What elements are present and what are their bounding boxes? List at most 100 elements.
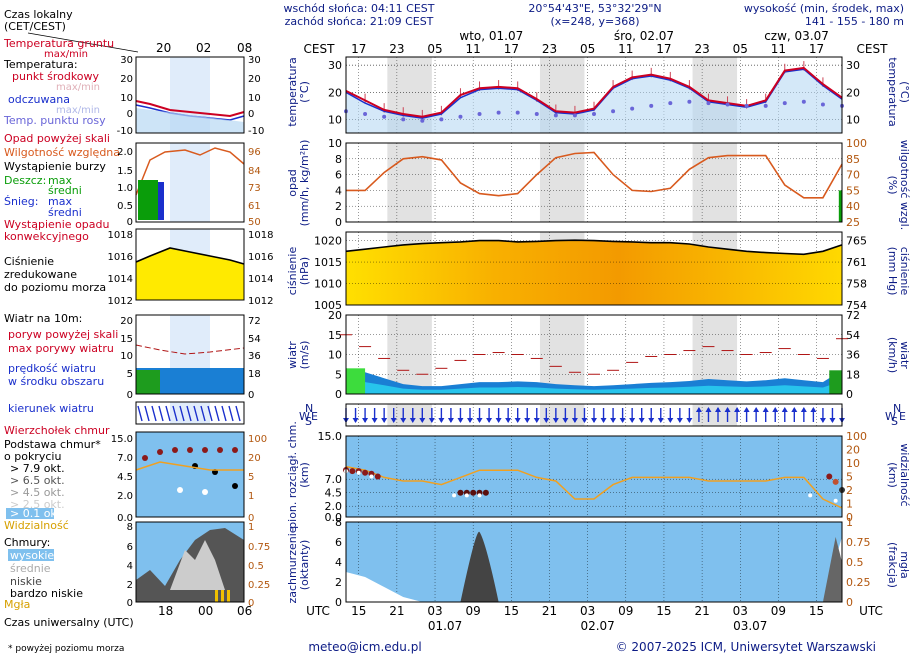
legend-ytick: 8 — [127, 522, 133, 533]
wind-dir-arrowhead — [400, 418, 407, 423]
footer-email[interactable]: meteo@icm.edu.pl — [308, 640, 421, 654]
legend-ytick: 2.0 — [117, 147, 133, 158]
legend-rain-mean: średni — [48, 184, 82, 197]
legend-precip-occurrence-sub: konwekcyjnego — [4, 230, 89, 243]
precip-axis-title: opad — [286, 169, 299, 196]
dew-point-dot — [592, 112, 596, 116]
legend-ytick-right: 61 — [248, 201, 261, 212]
legend-cloud-base-dot — [232, 483, 238, 489]
visibility-axis-title-right: widzialność — [898, 443, 910, 506]
legend-wind-dir-arrow — [179, 405, 185, 422]
legend-cloud-top: Wierzchołek chmur — [4, 424, 110, 437]
cloud-axis-title: pion. rozciągł. chm. — [286, 421, 299, 529]
low-cloud-peak — [460, 531, 499, 602]
cloud-base-dot-white — [808, 493, 813, 498]
wind-dir-arrowhead — [829, 418, 836, 423]
legend-column: Czas lokalny (CET/CEST) 20 02 08 Tempera… — [3, 8, 252, 629]
high-cloud-area — [346, 537, 842, 602]
height-values: 141 - 155 - 180 m — [805, 15, 904, 28]
wind-dir-arrowhead — [638, 418, 645, 423]
cest-tick: 17 — [351, 42, 366, 56]
cest-tick: 05 — [733, 42, 748, 56]
legend-night-band — [170, 402, 210, 424]
legend-cloud-base-dot — [172, 447, 178, 453]
panel-frame-cover — [345, 521, 843, 603]
cloud-ytick: 2.0 — [325, 500, 343, 513]
precip-ytick: 2 — [335, 200, 342, 213]
legend-ytick: 0 — [127, 109, 133, 120]
wind-dir-arrowhead — [381, 418, 388, 423]
wind-dir-arrowhead — [810, 407, 817, 412]
precip-axis-unit: (mm/h, kg/m²h) — [298, 140, 311, 227]
legend-fog-bar — [215, 590, 218, 602]
utc-tick: 09 — [618, 604, 633, 618]
cloud-base-dot — [349, 468, 356, 475]
temp-ytick-right: 30 — [846, 59, 860, 72]
cloud-base-dot-white — [464, 493, 469, 498]
legend-local-time: Czas lokalny — [4, 8, 73, 21]
compass-n-right: N — [893, 402, 901, 415]
legend-ytick-right: 1 — [248, 522, 254, 533]
legend-ytick-right: 0.75 — [248, 542, 270, 553]
legend-cloud-base-dot — [202, 489, 208, 495]
pressure-ytick-right: 754 — [846, 299, 867, 312]
legend-cloud-base-dot — [157, 449, 163, 455]
legend-ytick-right: 0 — [248, 109, 254, 120]
legend-ytick: 15.0 — [111, 434, 133, 445]
legend-visibility: Widzialność — [4, 519, 69, 532]
wind-dir-arrowhead — [533, 418, 540, 423]
wind-dir-arrowhead — [486, 418, 493, 423]
day-label-bottom: 03.07 — [733, 619, 767, 633]
legend-okt01: > 0.1 okt. — [10, 507, 65, 520]
legend-max-gusts: max porywy wiatru — [8, 342, 114, 355]
wind-dir-arrowhead — [686, 418, 693, 423]
legend-tick-02: 02 — [196, 41, 211, 55]
legend-fog-bar — [221, 590, 224, 602]
wind-dir-arrowhead — [581, 418, 588, 423]
wind-ytick: 10 — [328, 349, 342, 362]
dew-point-dot — [420, 118, 425, 123]
wind-dir-arrowhead — [610, 418, 617, 423]
cloud-base-dot-white — [369, 474, 374, 479]
legend-ytick-right: 30 — [248, 55, 261, 66]
wind-dir-arrowhead — [457, 418, 464, 423]
wind-dir-arrowhead — [419, 418, 426, 423]
legend-utc-tick-00: 00 — [198, 604, 213, 618]
wind-dir-arrowhead — [514, 418, 521, 423]
legend-high-swatch — [8, 549, 54, 561]
wind-dir-arrowhead — [390, 418, 397, 423]
visibility-axis-unit-right: (km) — [886, 462, 899, 488]
legend-local-time-sub: (CET/CEST) — [4, 20, 66, 33]
cest-tick: 17 — [656, 42, 671, 56]
legend-wind-dir-arrow — [207, 405, 213, 422]
legend-ytick: 1012 — [108, 296, 133, 307]
day-labels-bottom: 01.07 02.07 03.07 — [428, 619, 768, 633]
precip-ytick: 6 — [335, 169, 342, 182]
legend-ytick-right: 20 — [248, 74, 261, 85]
utc-tick: 03 — [733, 604, 748, 618]
legend-ytick: 4.5 — [117, 472, 133, 483]
legend-ytick-right: 84 — [248, 166, 261, 177]
legend-wind-dir-arrow — [158, 405, 164, 422]
legend-ytick-right: 0 — [248, 513, 254, 524]
cloud-ytick: 15.0 — [318, 430, 343, 443]
legend-panel-bg — [136, 432, 244, 517]
wind-dir-arrowhead — [743, 407, 750, 412]
cest-tick: 23 — [694, 42, 709, 56]
legend-ytick-right: 72 — [248, 316, 261, 327]
wind-dir-arrowhead — [505, 418, 512, 423]
left-axis-titles: temperatura (°C) opad (mm/h, kg/m²h) ciś… — [286, 57, 311, 603]
cloud-base-dot — [457, 489, 464, 496]
legend-ytick-right: 54 — [248, 334, 261, 345]
pressure-line — [345, 239, 843, 256]
cloud-base-dot — [362, 469, 369, 476]
legend-ytick: 0 — [127, 390, 133, 401]
legend-panel-frame — [135, 521, 245, 603]
legend-wind-dir-arrow — [165, 405, 171, 422]
wind-dir-arrowhead — [772, 407, 779, 412]
temp-axis-title-right: temperatura — [886, 57, 899, 126]
dew-point-dot — [649, 103, 654, 108]
wind-dir-arrowhead — [648, 418, 655, 423]
wind-axis-unit: (m/s) — [298, 341, 311, 370]
legend-wind-speed: prędkość wiatru — [8, 362, 96, 375]
